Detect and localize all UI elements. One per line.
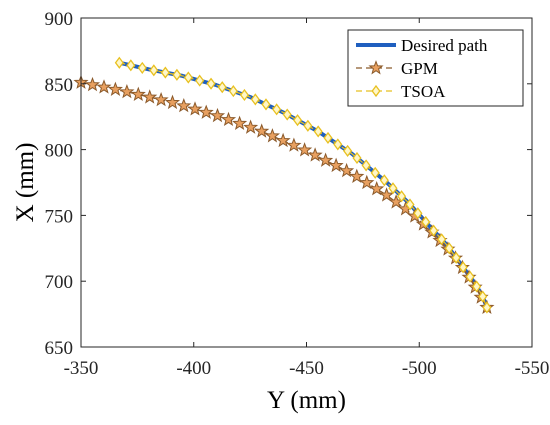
gpm-marker-7: [153, 91, 169, 107]
tsoa-marker-20: [333, 138, 343, 151]
legend-items: Desired path GPM TSOA: [356, 36, 488, 101]
gpm-marker-21: [307, 147, 323, 162]
x-tick-label: -450: [289, 358, 324, 379]
gpm-marker-20: [297, 142, 313, 157]
gpm-marker-26: [359, 174, 375, 190]
tsoa-marker-39: [482, 301, 492, 314]
tsoa-marker-32: [437, 233, 447, 246]
tsoa-marker-21: [343, 144, 353, 157]
y-tick-label: 900: [45, 9, 74, 30]
gpm-marker-18: [275, 132, 291, 148]
gpm-marker-12: [209, 107, 226, 123]
tsoa-marker-8: [206, 77, 216, 90]
tsoa-marker-29: [413, 207, 423, 220]
y-tick-label: 800: [45, 141, 74, 162]
x-tick-label: -350: [64, 358, 99, 379]
gpm-marker-24: [339, 162, 355, 178]
x-tick-label: -500: [402, 358, 437, 379]
gpm-marker-22: [318, 152, 334, 167]
gpm-marker-19: [286, 137, 302, 152]
tsoa-marker-18: [313, 125, 323, 138]
gpm-marker-2: [96, 79, 112, 94]
tsoa-marker-25: [379, 174, 389, 187]
tsoa-marker-17: [303, 119, 313, 132]
tsoa-marker-12: [250, 93, 260, 106]
tsoa-marker-37: [472, 280, 482, 293]
tsoa-marker-28: [405, 198, 415, 211]
gpm-marker-10: [187, 101, 203, 116]
tsoa-marker-36: [465, 270, 475, 283]
tsoa-marker-24: [370, 166, 380, 179]
tsoa-marker-22: [352, 151, 362, 165]
tsoa-marker-27: [397, 190, 407, 203]
tsoa-marker-33: [444, 242, 454, 255]
gpm-marker-14: [232, 115, 248, 130]
tsoa-marker-4: [160, 66, 170, 79]
y-tick-label: 750: [45, 206, 74, 227]
tsoa-marker-0: [114, 56, 124, 69]
gpm-marker-9: [176, 97, 192, 113]
x-tick-label: -550: [515, 358, 550, 379]
tsoa-marker-2: [137, 61, 147, 74]
tsoa-marker-5: [172, 68, 182, 81]
tsoa-marker-31: [429, 224, 439, 237]
tsoa-marker-15: [282, 108, 292, 121]
plot-layer: [73, 56, 495, 314]
tsoa-marker-30: [421, 215, 431, 229]
gpm-marker-4: [119, 83, 135, 99]
gpm-marker-23: [328, 157, 344, 173]
tsoa-marker-6: [183, 71, 193, 84]
gpm-marker-17: [264, 128, 280, 143]
tsoa-marker-23: [361, 159, 371, 172]
gpm-marker-11: [198, 104, 214, 119]
gpm-marker-25: [349, 168, 365, 183]
gpm-marker-5: [130, 86, 146, 101]
y-tick-label: 700: [45, 272, 74, 293]
gpm-marker-8: [164, 94, 181, 110]
tsoa-marker-1: [126, 59, 136, 72]
series-tsoa: [114, 56, 492, 314]
y-axis-label: X (mm): [12, 143, 39, 223]
tsoa-marker-19: [323, 131, 333, 145]
gpm-marker-legend: [368, 60, 384, 75]
x-axis-label: Y (mm): [267, 387, 346, 414]
tsoa-marker-10: [228, 85, 238, 98]
legend-label-gpm: GPM: [401, 59, 438, 78]
tsoa-marker-26: [388, 182, 398, 195]
tsoa-marker-11: [239, 88, 250, 102]
gpm-marker-27: [369, 180, 385, 196]
tsoa-marker-38: [478, 290, 488, 303]
tsoa-marker-3: [149, 64, 159, 77]
tsoa-marker-legend: [371, 84, 381, 98]
tsoa-marker-16: [292, 114, 303, 127]
legend-label-tsoa: TSOA: [401, 82, 446, 101]
gpm-marker-3: [107, 81, 123, 96]
tsoa-marker-14: [272, 103, 282, 116]
tsoa-marker-34: [451, 251, 461, 264]
tsoa-marker-35: [458, 261, 468, 274]
legend: Desired path GPM TSOA: [347, 29, 524, 107]
tsoa-marker-9: [217, 81, 227, 94]
gpm-marker-15: [243, 119, 259, 134]
y-tick-label: 850: [45, 75, 74, 96]
gpm-marker-1: [84, 76, 101, 92]
tsoa-marker-13: [261, 98, 271, 111]
legend-label-desired-path: Desired path: [401, 36, 488, 55]
tsoa-marker-7: [195, 74, 205, 87]
y-tick-label: 650: [45, 338, 74, 359]
ticks-layer: -350 -400 -450 -500 -550 650 700 750 800 850 900: [45, 9, 550, 379]
x-tick-label: -400: [176, 358, 211, 379]
gpm-marker-16: [254, 123, 270, 138]
gpm-marker-13: [220, 111, 237, 127]
gpm-marker-28: [379, 187, 395, 202]
gpm-marker-6: [142, 89, 158, 104]
